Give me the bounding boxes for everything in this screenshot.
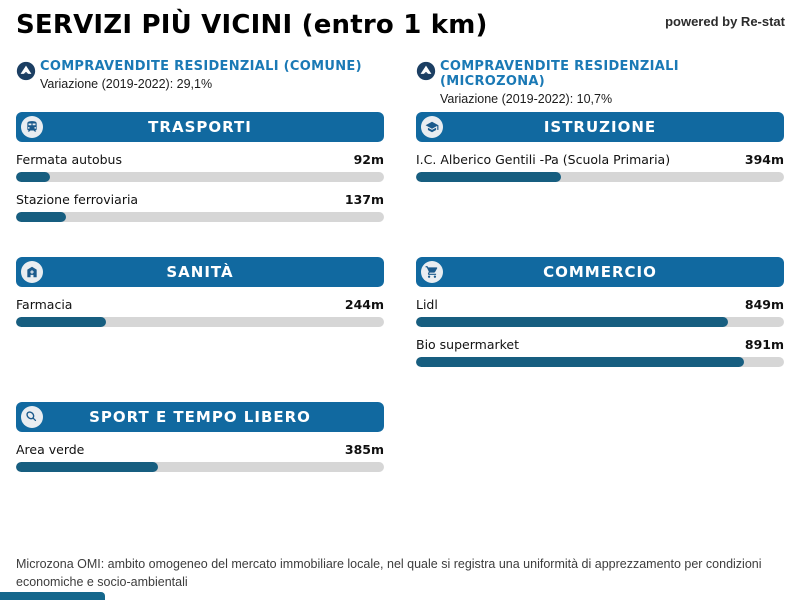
service-card-title: SPORT E TEMPO LIBERO: [89, 408, 311, 426]
service-card-header: SANITÀ: [16, 257, 384, 287]
service-row: Stazione ferroviaria 137m: [16, 190, 384, 222]
distance-bar-track: [16, 317, 384, 327]
service-card-title: TRASPORTI: [148, 118, 252, 136]
service-label: Area verde: [16, 442, 85, 457]
service-label: Farmacia: [16, 297, 73, 312]
distance-bar-fill: [416, 317, 729, 327]
service-card-trasporti: TRASPORTI Fermata autobus 92m Stazione f…: [16, 112, 384, 222]
distance-bar-fill: [16, 462, 158, 472]
service-row: Fermata autobus 92m: [16, 150, 384, 182]
service-label: Stazione ferroviaria: [16, 192, 139, 207]
service-label: I.C. Alberico Gentili -Pa (Scuola Primar…: [416, 152, 671, 167]
service-card-sport: SPORT E TEMPO LIBERO Area verde 385m: [16, 402, 384, 472]
distance-bar-track: [16, 172, 384, 182]
service-card-header: ISTRUZIONE: [416, 112, 784, 142]
stat-block-microzona: COMPRAVENDITE RESIDENZIALI (MICROZONA) V…: [416, 59, 784, 106]
distance-bar-fill: [16, 172, 50, 182]
page-title: SERVIZI PIÙ VICINI (entro 1 km): [16, 10, 488, 40]
service-card-header: COMMERCIO: [416, 257, 784, 287]
service-distance-value: 385m: [344, 442, 384, 457]
stat-title: COMPRAVENDITE RESIDENZIALI (MICROZONA): [440, 59, 679, 89]
powered-by-label: powered by Re-stat: [665, 14, 785, 29]
service-card-title: SANITÀ: [166, 263, 234, 281]
service-card-sanita: SANITÀ Farmacia 244m: [16, 257, 384, 327]
stat-block-comune: COMPRAVENDITE RESIDENZIALI (COMUNE) Vari…: [16, 59, 384, 91]
service-label: Fermata autobus: [16, 152, 122, 167]
train-icon: [21, 116, 43, 138]
service-distance-value: 137m: [344, 192, 384, 207]
school-icon: [421, 116, 443, 138]
distance-bar-fill: [416, 172, 561, 182]
stat-variation: Variazione (2019-2022): 10,7%: [440, 92, 613, 106]
distance-bar-track: [416, 172, 784, 182]
service-card-header: TRASPORTI: [16, 112, 384, 142]
cutoff-section-bar: [0, 592, 105, 600]
distance-bar-fill: [16, 317, 106, 327]
service-row: Farmacia 244m: [16, 295, 384, 327]
distance-bar-track: [16, 212, 384, 222]
service-label: Bio supermarket: [416, 337, 520, 352]
up-trend-circle-icon: [16, 61, 36, 81]
hospital-icon: [21, 261, 43, 283]
service-card-header: SPORT E TEMPO LIBERO: [16, 402, 384, 432]
service-card-istruzione: ISTRUZIONE I.C. Alberico Gentili -Pa (Sc…: [416, 112, 784, 182]
service-card-title: COMMERCIO: [543, 263, 657, 281]
distance-bar-fill: [416, 357, 744, 367]
service-distance-value: 244m: [344, 297, 384, 312]
up-trend-circle-icon: [416, 61, 436, 81]
service-distance-value: 394m: [744, 152, 784, 167]
service-row: Lidl 849m: [416, 295, 784, 327]
service-row: Area verde 385m: [16, 440, 384, 472]
distance-bar-track: [16, 462, 384, 472]
service-card-title: ISTRUZIONE: [543, 118, 657, 136]
tennis-icon: [21, 406, 43, 428]
footnote-microzona-omi: Microzona OMI: ambito omogeneo del merca…: [16, 557, 762, 590]
distance-bar-track: [416, 317, 784, 327]
service-label: Lidl: [416, 297, 438, 312]
stat-title: COMPRAVENDITE RESIDENZIALI (COMUNE): [40, 59, 362, 74]
distance-bar-track: [416, 357, 784, 367]
service-card-commercio: COMMERCIO Lidl 849m Bio supermarket 891m: [416, 257, 784, 367]
stat-variation: Variazione (2019-2022): 29,1%: [40, 77, 213, 91]
distance-bar-fill: [16, 212, 67, 222]
cart-icon: [421, 261, 443, 283]
service-row: Bio supermarket 891m: [416, 335, 784, 367]
service-distance-value: 92m: [353, 152, 384, 167]
service-row: I.C. Alberico Gentili -Pa (Scuola Primar…: [416, 150, 784, 182]
service-distance-value: 849m: [744, 297, 784, 312]
service-distance-value: 891m: [744, 337, 784, 352]
